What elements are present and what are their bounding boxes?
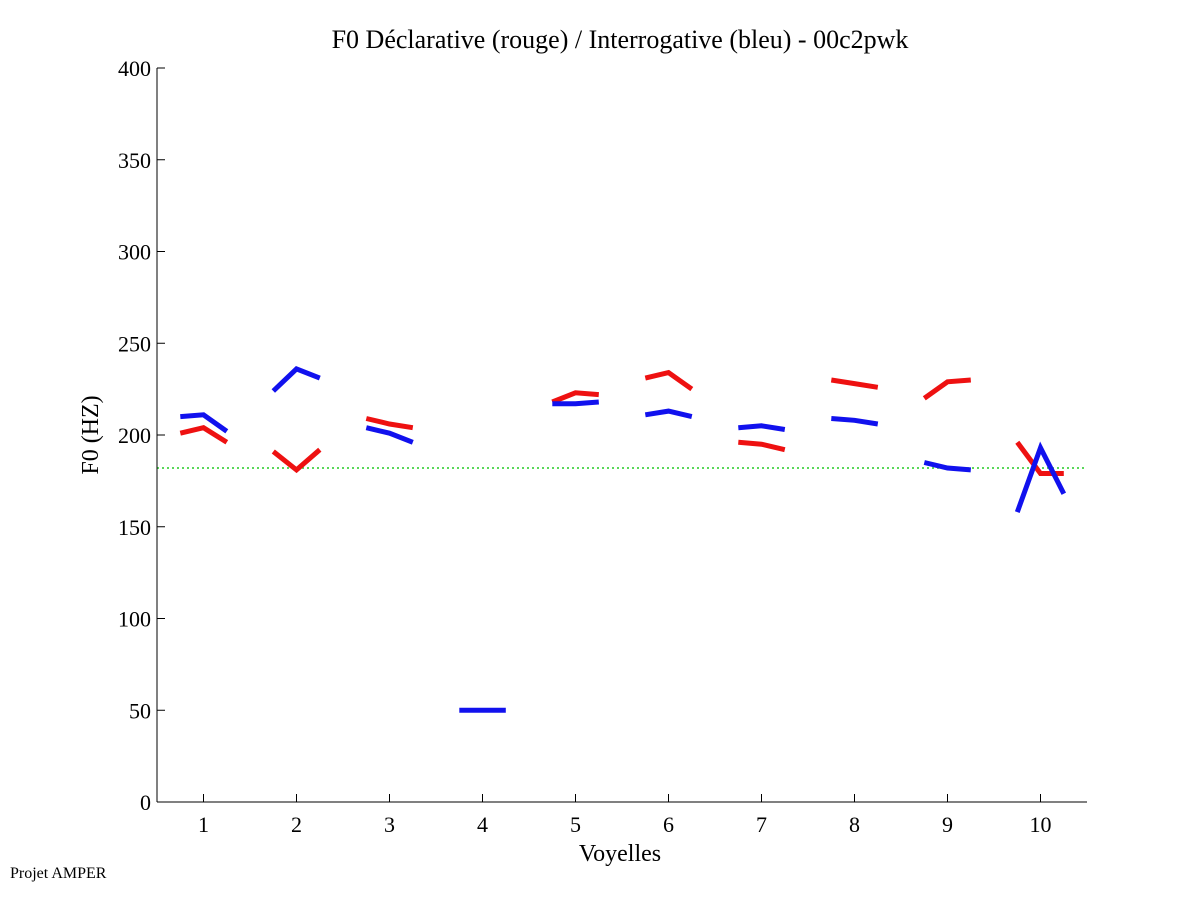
x-tick-label: 9 bbox=[942, 812, 953, 837]
series-segment bbox=[1014, 441, 1067, 513]
x-tick-label: 8 bbox=[849, 812, 860, 837]
series-segment bbox=[180, 412, 229, 434]
x-tick-label: 5 bbox=[570, 812, 581, 837]
interrogative-series bbox=[180, 365, 1067, 713]
series-segment bbox=[738, 423, 786, 432]
series-segment bbox=[922, 377, 971, 401]
y-axis-label: F0 (HZ) bbox=[78, 395, 104, 474]
y-tick-label: 350 bbox=[118, 148, 151, 173]
series-segment bbox=[552, 399, 599, 407]
axes: 0 50 100 150 200 250 300 350 400 1 2 3 4 5 6 7 8 9 10 bbox=[118, 56, 1087, 837]
series-segment bbox=[271, 447, 322, 474]
x-tick-label: 6 bbox=[663, 812, 674, 837]
series-segment bbox=[365, 416, 414, 431]
x-tick-label: 7 bbox=[756, 812, 767, 837]
x-tick-label: 1 bbox=[198, 812, 209, 837]
series-segment bbox=[738, 439, 786, 453]
footer-credit: Projet AMPER bbox=[10, 865, 107, 882]
x-tick-label: 3 bbox=[384, 812, 395, 837]
series-segment bbox=[179, 425, 229, 445]
y-tick-label: 50 bbox=[129, 698, 151, 723]
y-tick-label: 0 bbox=[140, 790, 151, 815]
y-tick-label: 250 bbox=[118, 331, 151, 356]
y-tick-label: 400 bbox=[118, 56, 151, 81]
y-tick-label: 200 bbox=[118, 423, 151, 448]
series-segment bbox=[644, 369, 694, 392]
series-segment bbox=[831, 416, 879, 427]
chart-title: F0 Déclarative (rouge) / Interrogative (… bbox=[332, 25, 909, 54]
series-segment bbox=[271, 365, 321, 393]
declarative-series bbox=[179, 369, 1064, 476]
series-segment bbox=[644, 408, 693, 420]
y-tick-label: 150 bbox=[118, 515, 151, 540]
series-segment bbox=[923, 460, 972, 473]
series-segment bbox=[365, 425, 414, 445]
y-tick-label: 100 bbox=[118, 607, 151, 632]
y-tick-label: 300 bbox=[118, 240, 151, 265]
x-tick-label: 4 bbox=[477, 812, 488, 837]
x-tick-label: 10 bbox=[1030, 812, 1052, 837]
x-axis-label: Voyelles bbox=[579, 841, 661, 867]
series-layer bbox=[179, 365, 1067, 713]
series-segment bbox=[551, 390, 599, 405]
series-segment bbox=[830, 377, 879, 390]
x-tick-label: 2 bbox=[291, 812, 302, 837]
